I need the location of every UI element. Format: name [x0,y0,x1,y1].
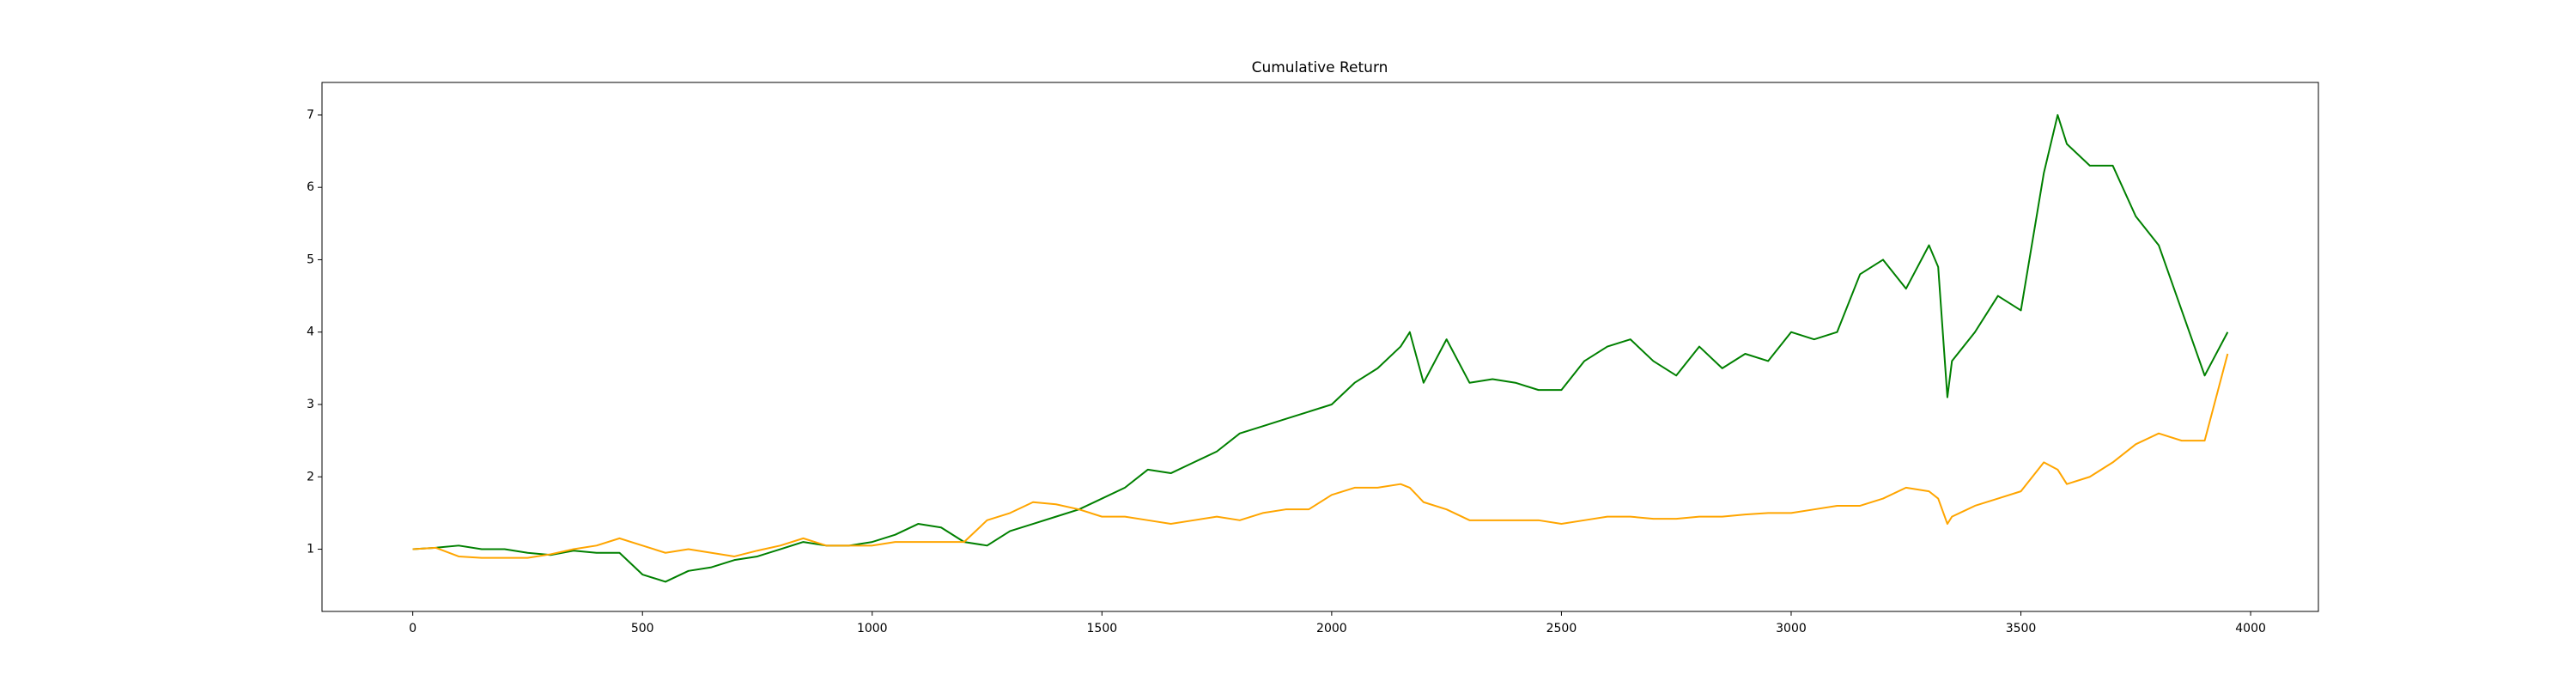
y-tick-label: 4 [307,325,314,339]
y-tick-label: 7 [307,108,314,122]
data-line [412,113,2229,583]
y-tick-label: 6 [307,180,314,194]
y-tick-label: 1 [307,543,314,556]
axes-frame [321,82,2319,612]
x-tick-label: 2000 [1316,622,1347,635]
x-tick-label: 1000 [857,622,888,635]
y-tick-label: 5 [307,252,314,266]
y-tick-label: 2 [307,470,314,483]
x-tick-label: 2500 [1546,622,1577,635]
x-tick-label: 500 [631,622,654,635]
y-tick-label: 3 [307,398,314,411]
chart-title: Cumulative Return [1252,59,1388,76]
x-tick-label: 3000 [1776,622,1807,635]
x-tick-label: 1500 [1087,622,1118,635]
x-tick-label: 0 [409,622,416,635]
x-tick-label: 4000 [2235,622,2266,635]
data-line [412,353,2229,559]
x-tick-label: 3500 [2006,622,2037,635]
